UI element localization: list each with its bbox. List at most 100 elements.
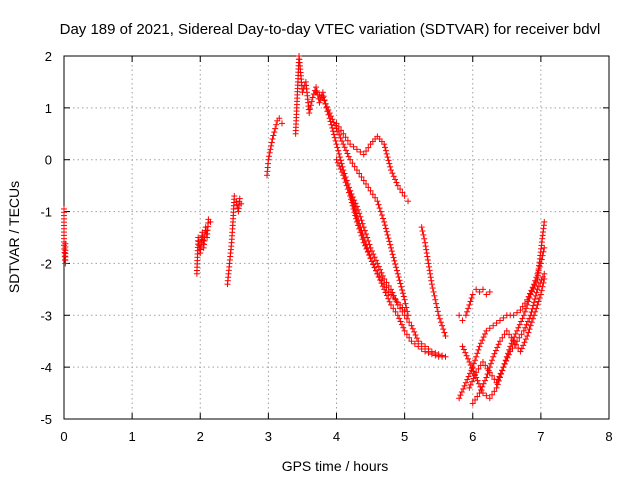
data-point-interp xyxy=(378,212,385,219)
data-point-interp xyxy=(400,324,407,331)
data-point-interp xyxy=(496,373,503,380)
data-point-interp xyxy=(521,308,528,315)
data-point-interp xyxy=(524,301,531,308)
data-point xyxy=(401,193,408,200)
data-point-interp xyxy=(350,143,357,150)
data-point xyxy=(360,151,367,158)
data-point xyxy=(388,167,394,174)
data-point xyxy=(517,348,524,355)
data-point-interp xyxy=(470,375,477,382)
data-point-interp xyxy=(427,274,434,281)
data-point xyxy=(269,135,276,142)
data-point-interp xyxy=(337,134,344,141)
data-point-interp xyxy=(473,353,480,360)
data-point-interp xyxy=(460,346,467,353)
data-point-interp xyxy=(432,349,439,356)
data-point xyxy=(473,286,480,293)
data-point-interp xyxy=(531,299,538,306)
data-point xyxy=(466,384,473,391)
data-point xyxy=(527,291,534,298)
data-point-interp xyxy=(391,257,398,264)
data-point xyxy=(388,286,394,293)
data-point xyxy=(367,255,374,262)
data-point xyxy=(520,312,527,319)
data-point-interp xyxy=(370,251,377,258)
data-point-interp xyxy=(358,217,365,224)
x-tick-label: 5 xyxy=(401,429,408,444)
data-point-interp xyxy=(349,160,356,167)
data-point-interp xyxy=(437,319,444,326)
data-point-interp xyxy=(439,352,446,359)
data-point-interp xyxy=(427,270,434,277)
data-point xyxy=(479,358,486,365)
data-point-interp xyxy=(471,372,478,379)
data-point-interp xyxy=(389,289,396,296)
data-point-interp xyxy=(377,208,384,215)
data-point-interp xyxy=(480,334,487,341)
data-point xyxy=(432,296,439,303)
data-point-interp xyxy=(393,264,400,271)
data-point xyxy=(493,384,500,391)
data-point-interp xyxy=(320,93,327,100)
x-axis-label: GPS time / hours xyxy=(282,458,389,474)
data-point-interp xyxy=(396,277,403,284)
data-point-interp xyxy=(392,308,399,315)
data-point-interp xyxy=(363,231,370,238)
data-point-interp xyxy=(383,292,390,299)
data-point-interp xyxy=(457,392,464,399)
data-point xyxy=(442,353,449,360)
data-point-interp xyxy=(532,292,539,299)
y-axis-label: SDTVAR / TECUs xyxy=(6,181,22,293)
data-point xyxy=(486,395,493,402)
data-point-interp xyxy=(372,194,379,201)
data-point-interp xyxy=(467,298,474,305)
data-point xyxy=(340,130,347,137)
data-point xyxy=(503,327,510,334)
data-point-interp xyxy=(420,231,427,238)
data-point-interp xyxy=(467,362,474,369)
data-point xyxy=(428,348,435,355)
data-point xyxy=(483,327,490,334)
data-point-interp xyxy=(331,134,338,141)
data-point-interp xyxy=(519,315,526,322)
data-point-interp xyxy=(382,225,389,232)
data-point-interp xyxy=(328,113,335,120)
data-point-interp xyxy=(484,371,491,378)
data-point-interp xyxy=(375,201,382,208)
data-point-interp xyxy=(529,315,536,322)
data-point-interp xyxy=(399,308,406,315)
data-point xyxy=(405,198,412,205)
axis-ticks: 0 1 2 3 4 5 6 7 8 2 1 0 -1 -2 -3 -4 -5 xyxy=(40,49,612,444)
data-point-interp xyxy=(403,315,410,322)
chart-title: Day 189 of 2021, Sidereal Day-to-day VTE… xyxy=(60,21,601,38)
data-point xyxy=(374,198,381,205)
data-point-interp xyxy=(511,334,518,341)
data-point-interp xyxy=(493,320,500,327)
data-point-interp xyxy=(366,241,373,248)
data-point-interp xyxy=(383,150,390,157)
data-point xyxy=(490,322,497,329)
data-point-interp xyxy=(413,335,420,342)
data-point-interp xyxy=(368,258,375,265)
y-tick-label: -1 xyxy=(40,205,52,220)
data-point-interp xyxy=(524,318,531,325)
data-point-interp xyxy=(356,225,363,232)
data-point-interp xyxy=(402,300,409,307)
data-point-interp xyxy=(365,237,372,244)
data-point-interp xyxy=(464,308,471,315)
data-point xyxy=(272,125,279,132)
data-point-interp xyxy=(411,328,418,335)
data-point-interp xyxy=(373,267,380,274)
data-point-interp xyxy=(430,288,437,295)
data-point xyxy=(507,348,514,355)
data-point-interp xyxy=(307,106,314,113)
data-point-interp xyxy=(323,103,330,110)
data-point xyxy=(326,110,333,117)
data-point-interp xyxy=(342,134,349,141)
data-point-interp xyxy=(385,295,392,302)
data-point-interp xyxy=(399,287,406,294)
data-point xyxy=(394,312,401,319)
data-point xyxy=(367,244,374,251)
data-point-interp xyxy=(485,367,492,374)
data-point-interp xyxy=(392,176,399,183)
